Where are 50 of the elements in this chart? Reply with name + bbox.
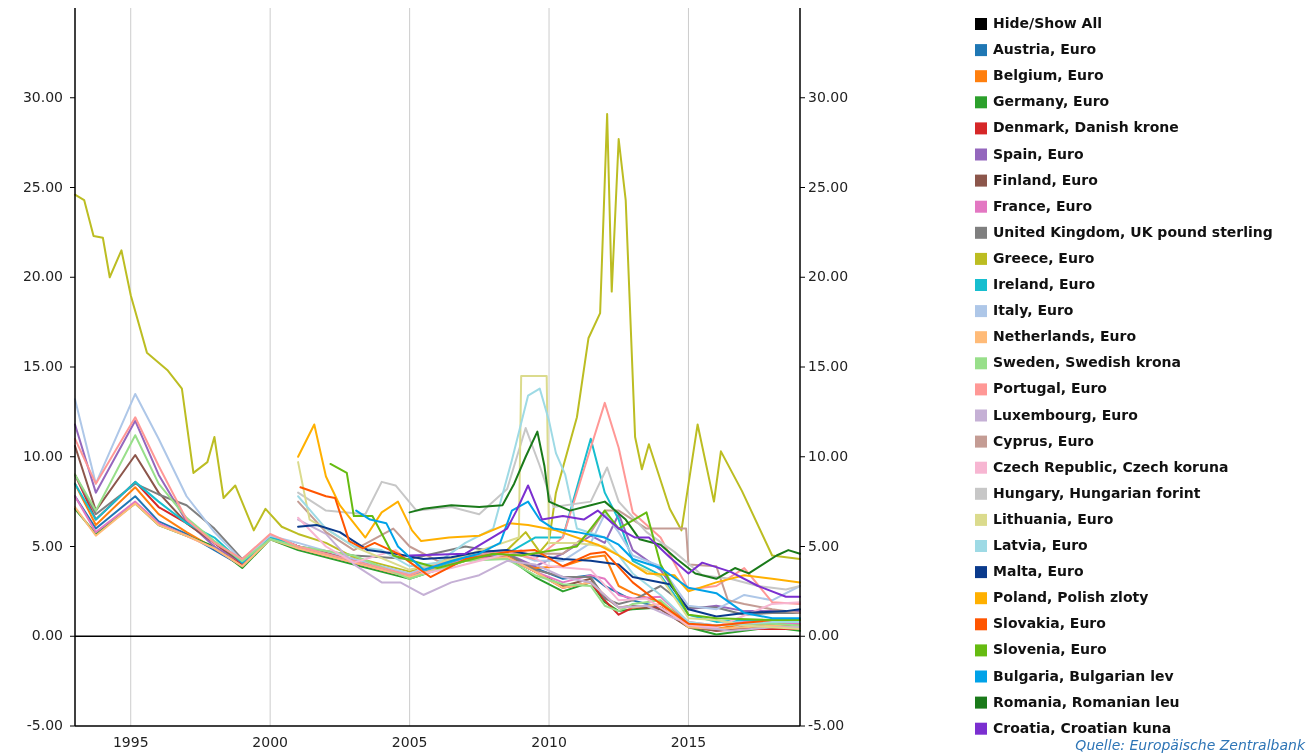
legend-label: Netherlands, Euro [993,328,1137,345]
legend-label: Sweden, Swedish krona [993,354,1181,371]
legend-label: Poland, Polish zloty [993,589,1149,606]
legend-label: Cyprus, Euro [993,432,1095,449]
legend-label: Spain, Euro [993,145,1084,162]
legend-label: Romania, Romanian leu [993,693,1180,710]
y2-tick-label: 10.00 [808,447,849,464]
legend-label: Luxembourg, Euro [993,406,1139,423]
legend-label: Bulgaria, Bulgarian lev [993,667,1174,684]
legend-label: Greece, Euro [993,249,1095,266]
legend-label: Malta, Euro [993,563,1084,580]
legend-label: Denmark, Danish krone [993,119,1179,136]
y-tick-label: 0.00 [31,627,63,644]
y2-tick-label: 15.00 [808,358,849,374]
legend-label: Portugal, Euro [993,380,1108,397]
y2-tick-label: 25.00 [808,178,849,195]
legend-label: Czech Republic, Czech koruna [993,458,1229,475]
y-tick-label: 30.00 [22,88,63,105]
legend-label: Hungary, Hungarian forint [993,484,1201,501]
y-tick-label: 25.00 [22,178,63,195]
y2-tick-label: 30.00 [808,88,849,105]
x-tick-label: 2010 [531,734,567,750]
x-tick-label: 2000 [252,734,288,750]
legend-label: Croatia, Croatian kuna [993,719,1172,736]
y2-tick-label: 5.00 [808,537,840,554]
legend-label: Belgium, Euro [993,67,1104,84]
legend-label: Lithuania, Euro [993,510,1114,527]
source-note: Quelle: Europäische Zentralbank [1075,737,1306,753]
legend-label: France, Euro [993,197,1093,214]
legend-title: Hide/Show All [993,15,1103,31]
legend-label: Germany, Euro [993,93,1110,110]
y2-tick-label: 20.00 [808,268,849,285]
y-tick-label: -5.00 [26,717,63,733]
y-tick-label: 10.00 [22,447,63,464]
legend-label: Italy, Euro [993,302,1074,319]
x-tick-label: 2015 [670,734,707,750]
legend-label: Slovenia, Euro [993,641,1107,658]
legend-label: Latvia, Euro [993,537,1089,553]
y-tick-label: 20.00 [22,268,63,285]
legend-label: Austria, Euro [993,41,1097,58]
legend-label: United Kingdom, UK pound sterling [993,223,1273,240]
x-tick-label: 2005 [391,734,428,750]
legend-label: Slovakia, Euro [993,615,1107,632]
y-tick-label: 5.00 [31,537,63,554]
legend-label: Ireland, Euro [993,276,1096,292]
y2-tick-label: 0.00 [808,627,840,644]
x-tick-label: 1995 [112,734,149,750]
y-tick-label: 15.00 [22,358,63,374]
y2-tick-label: -5.00 [808,717,845,733]
legend-label: Finland, Euro [993,171,1099,188]
